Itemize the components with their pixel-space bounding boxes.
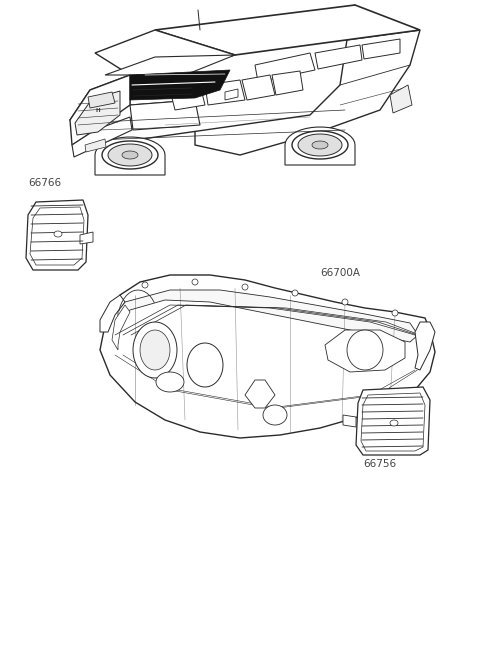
Polygon shape xyxy=(100,295,125,332)
Polygon shape xyxy=(347,330,383,370)
Polygon shape xyxy=(122,151,138,159)
Polygon shape xyxy=(255,53,315,82)
Polygon shape xyxy=(245,380,275,408)
Polygon shape xyxy=(285,127,355,165)
Polygon shape xyxy=(133,322,177,378)
Polygon shape xyxy=(263,405,287,425)
Polygon shape xyxy=(392,310,398,316)
Polygon shape xyxy=(187,343,223,387)
Text: H: H xyxy=(96,108,100,112)
Polygon shape xyxy=(80,232,93,244)
Polygon shape xyxy=(342,299,348,305)
Polygon shape xyxy=(130,75,195,105)
Text: 66700A: 66700A xyxy=(320,268,360,278)
Polygon shape xyxy=(242,75,275,100)
Polygon shape xyxy=(292,290,298,296)
Polygon shape xyxy=(118,290,418,342)
Polygon shape xyxy=(112,305,130,350)
Polygon shape xyxy=(75,91,120,135)
Polygon shape xyxy=(192,279,198,285)
Polygon shape xyxy=(298,134,342,156)
Polygon shape xyxy=(130,70,230,100)
Polygon shape xyxy=(85,139,106,152)
Polygon shape xyxy=(105,55,235,75)
Polygon shape xyxy=(142,282,148,288)
Polygon shape xyxy=(95,137,165,175)
Polygon shape xyxy=(390,85,412,113)
Polygon shape xyxy=(415,322,435,370)
Polygon shape xyxy=(205,80,245,105)
Polygon shape xyxy=(26,200,88,270)
Text: 66756: 66756 xyxy=(363,459,396,469)
Polygon shape xyxy=(362,39,400,59)
Polygon shape xyxy=(315,45,362,69)
Polygon shape xyxy=(343,415,356,427)
Polygon shape xyxy=(170,85,205,110)
Polygon shape xyxy=(140,330,170,370)
Polygon shape xyxy=(100,275,435,438)
Polygon shape xyxy=(390,420,398,426)
Polygon shape xyxy=(242,284,248,290)
Polygon shape xyxy=(225,89,238,100)
Polygon shape xyxy=(155,5,420,55)
Polygon shape xyxy=(325,330,405,372)
Polygon shape xyxy=(102,141,158,169)
Polygon shape xyxy=(54,231,62,237)
Polygon shape xyxy=(356,387,430,455)
Polygon shape xyxy=(95,30,235,75)
Polygon shape xyxy=(156,372,184,392)
Polygon shape xyxy=(185,30,420,155)
Polygon shape xyxy=(108,144,152,166)
Polygon shape xyxy=(272,71,303,95)
Polygon shape xyxy=(130,100,200,130)
Polygon shape xyxy=(70,75,130,145)
Polygon shape xyxy=(88,92,115,108)
Polygon shape xyxy=(70,5,355,145)
Polygon shape xyxy=(292,131,348,159)
Text: 66766: 66766 xyxy=(28,178,61,188)
Polygon shape xyxy=(312,141,328,149)
Polygon shape xyxy=(72,117,132,157)
